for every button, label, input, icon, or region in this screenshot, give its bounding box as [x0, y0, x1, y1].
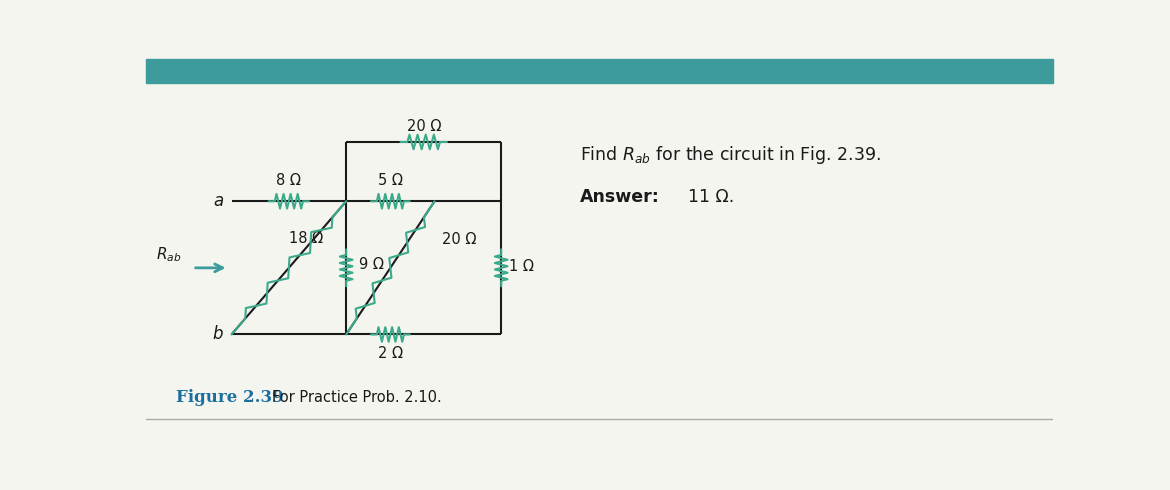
Text: 5 Ω: 5 Ω [378, 173, 402, 188]
Text: $a$: $a$ [213, 193, 223, 210]
Text: $R_{ab}$: $R_{ab}$ [156, 245, 181, 264]
Text: Figure 2.39: Figure 2.39 [176, 389, 283, 406]
Text: Answer:: Answer: [580, 188, 660, 206]
Text: 20 Ω: 20 Ω [442, 232, 476, 247]
Text: 8 Ω: 8 Ω [276, 173, 302, 188]
Text: 1 Ω: 1 Ω [509, 259, 534, 274]
Text: Find $R_{ab}$ for the circuit in Fig. 2.39.: Find $R_{ab}$ for the circuit in Fig. 2.… [580, 144, 881, 166]
Text: 2 Ω: 2 Ω [378, 346, 402, 361]
Text: 9 Ω: 9 Ω [358, 256, 384, 271]
Text: For Practice Prob. 2.10.: For Practice Prob. 2.10. [271, 390, 441, 405]
Text: 18 Ω: 18 Ω [289, 231, 323, 245]
Bar [146, 59, 1053, 83]
Text: 11 Ω.: 11 Ω. [677, 188, 735, 206]
Text: 20 Ω: 20 Ω [406, 119, 441, 134]
Text: $b$: $b$ [212, 325, 223, 343]
